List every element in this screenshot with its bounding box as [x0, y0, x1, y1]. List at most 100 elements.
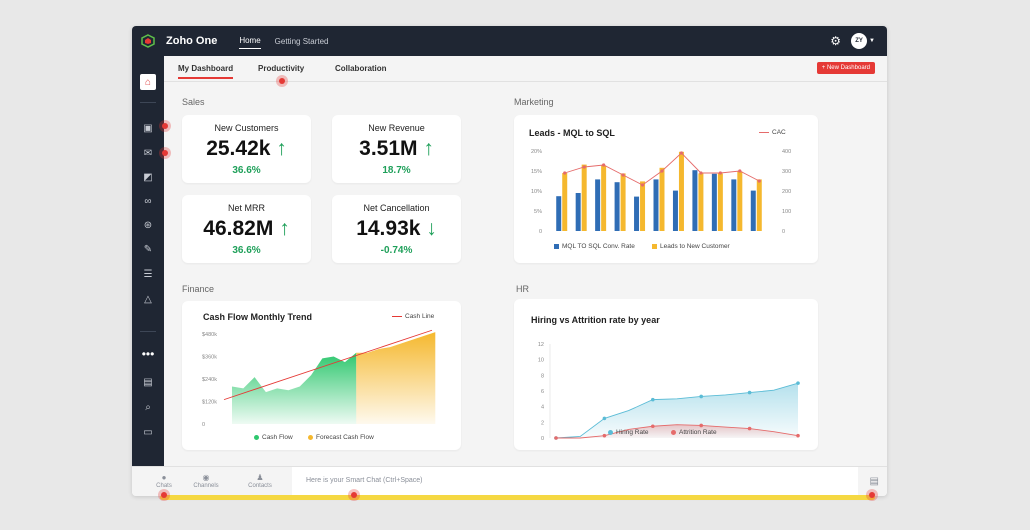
kpi-value: 46.82M — [203, 217, 274, 240]
zoho-logo-icon[interactable] — [132, 26, 164, 56]
channels-button[interactable]: ◉ Channels — [189, 473, 223, 489]
chats-button[interactable]: ● Chats — [147, 473, 181, 489]
wallet-icon[interactable]: ▭ — [143, 426, 153, 438]
legend-label: Cash Line — [405, 313, 435, 320]
kpi-title: Net Cancellation — [363, 203, 430, 213]
notes-icon[interactable]: ▤ — [869, 476, 879, 487]
kpi-value: 14.93k — [356, 217, 421, 240]
chart-title: Hiring vs Attrition rate by year — [531, 315, 660, 325]
new-dashboard-button[interactable]: + New Dashboard — [816, 62, 875, 74]
y-tick: 6 — [541, 389, 544, 395]
point-hiring-rate — [699, 394, 703, 399]
chart-legend: Cash Flow — [254, 434, 293, 441]
bar-leads — [678, 151, 684, 231]
legend-label: Cash Flow — [262, 434, 293, 441]
home-icon[interactable]: ⌂ — [140, 74, 156, 90]
chat-icon[interactable]: ☰ — [143, 268, 153, 280]
cac-point — [699, 171, 703, 175]
chart-legend: CAC — [759, 129, 786, 136]
cashflow-chart-card[interactable]: Cash Flow Monthly Trend Cash Line $480k $… — [182, 301, 461, 450]
chart-legend: Forecast Cash Flow — [308, 434, 374, 441]
kpi-value: 3.51M — [359, 137, 418, 160]
y-tick-right: 400 — [782, 149, 791, 155]
contacts-button[interactable]: ♟ Contacts — [243, 473, 277, 489]
y-tick: $360k — [202, 355, 217, 361]
y-tick-left: 20% — [531, 149, 542, 155]
brand-name: Zoho One — [166, 35, 218, 47]
bar-leads — [717, 173, 723, 231]
y-tick: $480k — [202, 332, 217, 338]
chart-legend: Cash Line — [392, 313, 434, 320]
arrow-down-icon: ↓ — [426, 217, 437, 240]
settings-gear-icon[interactable]: ⚙ — [830, 34, 842, 48]
mail-icon[interactable]: ✉ — [143, 147, 153, 159]
projects-icon[interactable]: △ — [144, 293, 152, 305]
y-tick: $120k — [202, 400, 217, 406]
bar-conv-rate — [711, 173, 717, 231]
point-hiring-rate — [796, 381, 800, 385]
bar-leads — [620, 173, 626, 231]
y-tick: 10 — [538, 358, 544, 364]
sidebar-divider — [140, 102, 156, 103]
arrow-up-icon: ↑ — [279, 217, 290, 240]
legend-label: Attrition Rate — [679, 429, 717, 436]
y-tick-left: 15% — [531, 169, 542, 175]
search-icon[interactable]: ⌕ — [145, 401, 151, 413]
y-tick-right: 300 — [782, 169, 791, 175]
legend-label: MQL TO SQL Conv. Rate — [562, 243, 635, 250]
desk-icon[interactable]: ◩ — [143, 171, 153, 183]
hr-chart-card[interactable]: Hiring vs Attrition rate by year 12 10 8 6 4… — [514, 299, 818, 450]
legend-swatch — [652, 244, 657, 249]
notes-icon[interactable]: ▤ — [143, 376, 153, 388]
nav-getting-started[interactable]: Getting Started — [274, 36, 329, 46]
point-attrition-rate — [554, 436, 558, 440]
avatar[interactable]: ZY — [851, 33, 868, 49]
cac-point — [582, 165, 586, 169]
link-icon[interactable]: ∞ — [144, 195, 152, 207]
section-sales: Sales — [182, 97, 205, 107]
legend-swatch — [608, 430, 613, 435]
y-tick: 2 — [541, 420, 544, 426]
sidebar: ⌂ ▣ ✉ ◩ ∞ ⊛ ✎ ☰ △ ••• ▤ ⌕ ▭ — [132, 56, 164, 466]
kpi-card[interactable]: Net Cancellation 14.93k ↓ -0.74% — [332, 195, 461, 263]
y-tick-left: 10% — [531, 189, 542, 195]
bar-conv-rate — [750, 190, 756, 231]
sign-icon[interactable]: ✎ — [143, 243, 153, 255]
y-tick: 4 — [541, 405, 544, 411]
highlight-track — [160, 495, 875, 500]
point-attrition-rate — [651, 424, 655, 429]
bar-conv-rate — [556, 196, 562, 231]
analytics-icon[interactable]: ⊛ — [143, 219, 153, 231]
chart-legend: Attrition Rate — [671, 429, 717, 436]
tab-collaboration[interactable]: Collaboration — [335, 64, 387, 73]
arrow-up-icon: ↑ — [423, 137, 434, 160]
tab-my-dashboard[interactable]: My Dashboard — [178, 64, 234, 79]
cac-point — [563, 171, 567, 175]
cac-point — [602, 163, 606, 167]
kpi-title: New Revenue — [368, 123, 425, 133]
legend-swatch — [554, 244, 559, 249]
bar-conv-rate — [653, 179, 659, 231]
area-forecast-cash-flow — [356, 332, 436, 424]
bar-leads — [640, 181, 646, 231]
highlight-marker — [159, 120, 171, 132]
cac-point — [640, 183, 645, 187]
crm-icon[interactable]: ▣ — [143, 122, 153, 134]
bar-conv-rate — [634, 196, 640, 231]
leads-chart-card[interactable]: Leads - MQL to SQL CAC 20% 15% 10% 5% 0 400 30… — [514, 115, 818, 263]
channels-icon: ◉ — [202, 473, 210, 482]
kpi-card[interactable]: New Customers 25.42k ↑ 36.6% — [182, 115, 311, 183]
cashflow-chart-svg: $480k $360k $240k $120k 0 — [202, 329, 436, 428]
kpi-card[interactable]: New Revenue 3.51M ↑ 18.7% — [332, 115, 461, 183]
smart-chat-input[interactable]: Here is your Smart Chat (Ctrl+Space) — [292, 467, 858, 496]
nav-home[interactable]: Home — [239, 33, 261, 49]
bar-conv-rate — [731, 179, 737, 231]
tab-productivity[interactable]: Productivity — [258, 64, 305, 73]
chevron-down-icon[interactable]: ▼ — [869, 38, 875, 44]
bar-conv-rate — [692, 170, 698, 231]
more-icon[interactable]: ••• — [141, 347, 155, 361]
kpi-card[interactable]: Net MRR 46.82M ↑ 36.6% — [182, 195, 311, 263]
y-tick-right: 100 — [782, 209, 791, 215]
area-hiring-rate — [556, 383, 798, 438]
contacts-label: Contacts — [248, 483, 272, 489]
